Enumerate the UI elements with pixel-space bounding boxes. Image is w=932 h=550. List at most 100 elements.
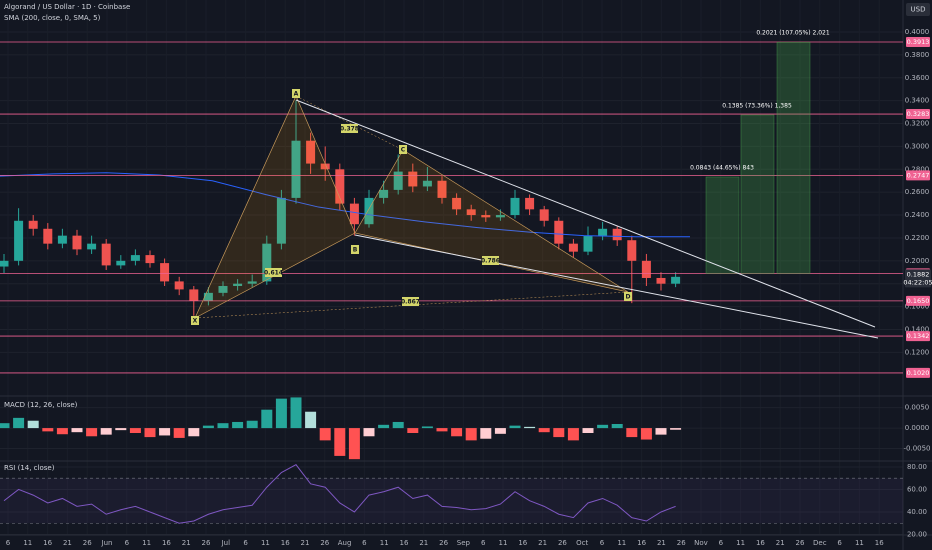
- macd-title: MACD (12, 26, close): [4, 401, 78, 409]
- macd-bar: [582, 428, 594, 433]
- candle-body: [598, 228, 608, 236]
- label-box: [399, 145, 407, 154]
- candle-body: [422, 180, 432, 187]
- macd-bar: [217, 423, 229, 429]
- x-tick-label: 16: [637, 539, 646, 547]
- x-tick-label: 26: [439, 539, 448, 547]
- pattern-ratio: 0.614: [264, 270, 283, 277]
- macd-bar: [290, 397, 302, 429]
- x-tick-label: 26: [796, 539, 805, 547]
- macd-bar: [626, 428, 638, 438]
- candle-body: [437, 180, 447, 198]
- x-tick-label: 26: [558, 539, 567, 547]
- x-tick-label: Jun: [101, 539, 113, 547]
- macd-bar: [319, 428, 331, 441]
- candle-body: [495, 215, 505, 218]
- x-tick-label: 26: [202, 539, 211, 547]
- candle-body: [43, 228, 53, 244]
- y-tick-label: 60.00: [907, 485, 927, 493]
- candle-body: [218, 285, 228, 293]
- currency: USD: [911, 6, 926, 14]
- level-label-box: [906, 367, 930, 378]
- x-tick-label: 26: [677, 539, 686, 547]
- macd-bar: [275, 398, 287, 429]
- candle-body: [641, 260, 651, 278]
- indicator-label: SMA (200, close, 0, SMA, 5): [4, 14, 101, 22]
- target-box: [776, 41, 811, 274]
- x-tick-label: 11: [855, 539, 864, 547]
- macd-bar: [494, 428, 506, 434]
- y-tick-label: 0.3000: [905, 142, 930, 150]
- pattern-ratio: 0.867: [401, 299, 420, 306]
- x-tick-label: 11: [617, 539, 626, 547]
- candle-body: [379, 189, 389, 198]
- candle-body: [393, 171, 403, 190]
- x-tick-label: Oct: [576, 539, 588, 547]
- macd-bar: [480, 428, 492, 439]
- y-tick-label: 0.2200: [905, 234, 930, 242]
- x-tick-label: 6: [600, 539, 605, 547]
- macd-bar: [246, 420, 258, 429]
- x-tick-label: 16: [281, 539, 290, 547]
- candle-body: [306, 140, 316, 164]
- y-tick-label: 0.2400: [905, 211, 930, 219]
- candle-body: [160, 263, 170, 282]
- candle-body: [291, 140, 301, 198]
- price-label-box: [905, 269, 931, 288]
- candle-body: [145, 255, 155, 264]
- y-tick-label: 40.00: [907, 508, 927, 516]
- x-tick-label: 6: [362, 539, 367, 547]
- macd-bar: [0, 423, 10, 429]
- candle-body: [568, 243, 578, 252]
- level-label: 0.2747: [907, 171, 930, 179]
- rsi-line: [3, 464, 676, 524]
- rsi-band: [0, 478, 903, 524]
- level-label-box: [906, 331, 930, 342]
- macd-bar: [261, 409, 273, 429]
- macd-bar: [670, 428, 682, 430]
- price-label: 0.1882: [907, 270, 930, 278]
- x-tick-label: 11: [380, 539, 389, 547]
- x-tick-label: 26: [83, 539, 92, 547]
- x-tick-label: 16: [756, 539, 765, 547]
- x-tick-label: Dec: [813, 539, 827, 547]
- target-label: 0.0843 (44.65%) 843: [690, 164, 754, 171]
- level-label: 0.1650: [907, 297, 930, 305]
- macd-bar: [348, 428, 360, 460]
- candle-body: [233, 283, 243, 286]
- macd-bar: [305, 411, 317, 429]
- candle-body: [335, 169, 345, 204]
- target-box: [740, 114, 775, 274]
- macd-bar: [378, 424, 390, 429]
- x-tick-label: 21: [419, 539, 428, 547]
- x-tick-label: 11: [23, 539, 32, 547]
- macd-bar: [553, 428, 565, 438]
- macd-bar: [86, 428, 98, 437]
- candle-body: [539, 209, 549, 221]
- wedge-upper: [295, 99, 876, 328]
- label-box: [624, 292, 632, 301]
- level-label: 0.1020: [907, 369, 930, 377]
- macd-bar: [363, 428, 375, 437]
- level-label-box: [906, 295, 930, 306]
- label-box: [191, 316, 199, 325]
- x-tick-label: 6: [837, 539, 842, 547]
- candle-body: [671, 276, 681, 284]
- x-tick-label: 16: [162, 539, 171, 547]
- candle-body: [72, 235, 82, 250]
- macd-bar: [451, 428, 463, 437]
- level-label-box: [906, 36, 930, 47]
- pattern-point: C: [401, 147, 406, 154]
- y-tick-label: 80.00: [907, 463, 927, 471]
- candle-body: [101, 243, 111, 266]
- macd-bar: [100, 428, 112, 435]
- candle-body: [408, 171, 418, 187]
- y-tick-label: 0.2600: [905, 188, 930, 196]
- x-tick-label: 21: [657, 539, 666, 547]
- candle-body: [262, 243, 272, 282]
- macd-bar: [640, 428, 652, 440]
- macd-bar: [42, 428, 54, 432]
- label-box: [351, 245, 359, 254]
- candle-body: [203, 292, 213, 301]
- y-tick-label: 0.2000: [905, 257, 930, 265]
